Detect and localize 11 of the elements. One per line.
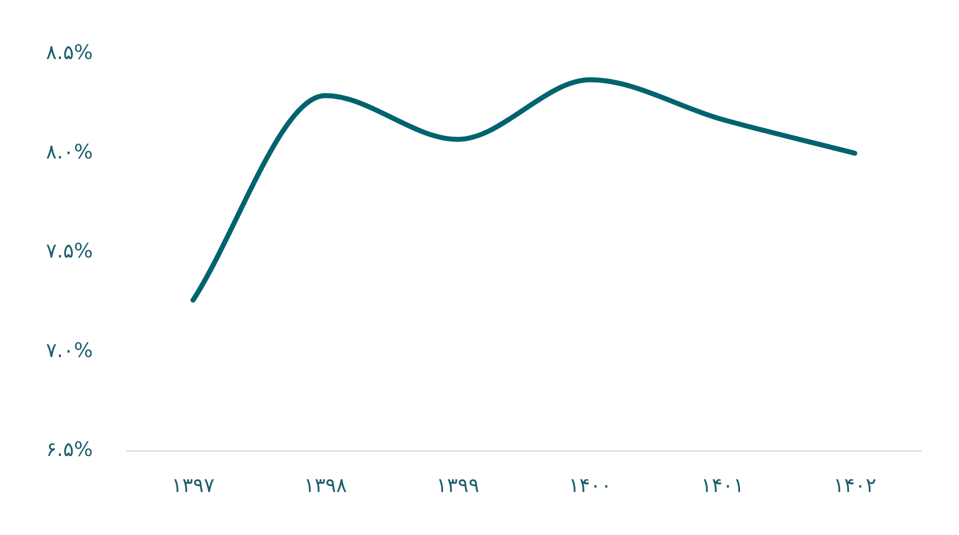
y-tick-label: ۸.۰% [46,139,93,164]
x-tick-label: ۱۳۹۷ [172,473,215,498]
x-tick-label: ۱۴۰۱ [700,473,744,498]
y-tick-label: ۷.۵% [46,238,93,263]
x-tick-label: ۱۴۰۲ [833,473,876,498]
x-tick-label: ۱۳۹۸ [304,473,348,498]
x-tick-label: ۱۴۰۰ [568,473,612,498]
x-tick-label: ۱۳۹۹ [436,473,480,498]
y-tick-label: ۶.۵% [46,437,93,462]
y-tick-label: ۷.۰% [46,338,93,362]
y-tick-label: ۸.۵% [46,40,93,64]
